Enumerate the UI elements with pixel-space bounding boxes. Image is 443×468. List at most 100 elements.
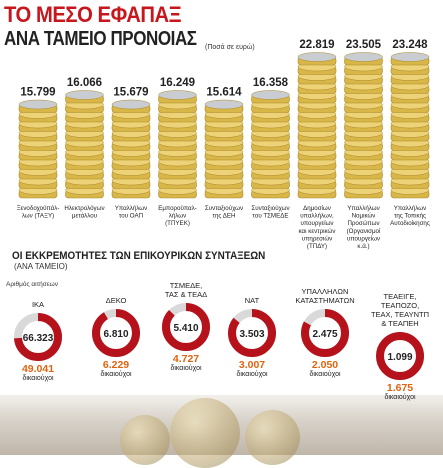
bar-category-label: Υπαλλήλων [347, 205, 379, 212]
coin-face [251, 90, 290, 100]
donut-category-label: ΝΑΤ [245, 296, 260, 305]
bar-category-label: (ΤΠΥΕΚ) [165, 220, 190, 227]
bar-category-label: Δημοσίων [303, 205, 331, 212]
bar-category-label: Υπαλλήλων [115, 205, 147, 212]
donut-arc [301, 309, 349, 357]
bar-category-label: Προσώπων [347, 220, 379, 227]
coin-face [111, 99, 151, 110]
bar-value-label: 15.799 [20, 87, 55, 99]
pending-value: 5.410 [173, 323, 198, 334]
bar-category-label: της Τοπικής [394, 213, 426, 220]
bar-category-label: Εμποροϋπαλ- [158, 205, 197, 212]
coin-face [344, 52, 383, 62]
coin-stack-bar [344, 52, 383, 199]
coin-stack-bar [390, 52, 430, 199]
beneficiary-value: 4.727 [173, 353, 199, 365]
bar-category-label: της ΔΕΗ [213, 213, 236, 220]
bar-category-label: υπηρεσιών [302, 235, 333, 242]
bar-category-label: του ΟΑΠ [119, 213, 143, 220]
coin-face [65, 90, 104, 100]
coin-stack-bar [111, 99, 151, 199]
beneficiary-value: 1.675 [387, 382, 413, 394]
coin-stack-bar [158, 90, 197, 199]
donut-arc [228, 309, 276, 357]
donut-category-label: ΚΑΤΑΣΤΗΜΑΤΩΝ [295, 296, 354, 305]
bar-category-label: λων (ΤΑΞΥ) [22, 213, 54, 220]
bar-category-label: Υπαλλήλων [394, 205, 426, 212]
pending-value: 2.475 [312, 329, 337, 340]
bar-category-label: υπαλλήλων, [300, 213, 334, 220]
coin-stacks: 15.799 Ξενοδοχοϋπάλ-λων (ΤΑΞΥ) 16.066 Ηλεκτ… [17, 39, 430, 250]
bar-category-label: Αυτοδιοίκησης [390, 220, 430, 227]
section-title: ΟΙ ΕΚΚΡΕΜΟΤΗΤΕΣ ΤΩΝ ΕΠΙΚΟΥΡΙΚΩΝ ΣΥΝΤΑΞΕΩ… [12, 250, 266, 262]
coin-face [204, 99, 244, 110]
bar-value-label: 22.819 [299, 39, 334, 51]
coin-stack-bar [297, 52, 337, 199]
beneficiary-unit: δικαιούχοι [170, 364, 202, 372]
unit-note: (Ποσά σε ευρώ) [205, 44, 255, 51]
donut-gauge: 1.099 ΤΕΑΕΙΓΕ,ΤΕΑΠΟΖΟ,ΤΕΑΧ, ΤΕΑΥΝΤΠ& ΤΕΑΠ… [371, 292, 429, 401]
bar-category-label: λήλων [169, 213, 186, 220]
bar-category-label: Νομικών [352, 213, 376, 220]
pending-value: 66.323 [23, 333, 54, 344]
donut-arc [14, 313, 62, 361]
coin-face [18, 99, 58, 110]
donut-category-label: ΤΕΑΠΟΖΟ, [381, 301, 419, 310]
donut-category-label: ΤΣΜΕΔΕ, [170, 281, 203, 290]
section-subtitle: (ΑΝΑ ΤΑΜΕΙΟ) [14, 262, 68, 271]
coin-stack-bar [65, 90, 104, 199]
bar-category-label: Ξενοδοχοϋπάλ- [17, 205, 60, 212]
bar-category-label: (ΤΠΔΥ) [307, 243, 327, 250]
coin-stack-bar [251, 90, 290, 199]
coin-face [390, 52, 430, 62]
beneficiary-unit: δικαιούχοι [309, 370, 341, 378]
beneficiary-value: 49.041 [22, 363, 54, 375]
beneficiary-unit: δικαιούχοι [384, 393, 416, 401]
coin-stack-bar [204, 99, 244, 199]
bar-value-label: 15.679 [113, 87, 148, 99]
pending-value: 6.810 [103, 329, 128, 340]
coin-stack-bar [18, 99, 58, 199]
bar-value-label: 23.505 [346, 39, 382, 51]
pending-value: 1.099 [387, 352, 412, 363]
donut-gauges: Αριθμός αιτήσεωνΣΥΝΟΛΟ66.323ΙΚΑ49.041δικ… [6, 280, 429, 401]
donut-category-label: & ΤΕΑΠΕΗ [381, 319, 418, 328]
donut-category-label: ΔΕΚΟ [106, 296, 127, 305]
bar-category-label: υπουργείων [300, 220, 333, 227]
bar-category-label: κ.ά.) [357, 243, 369, 250]
bar-value-label: 16.066 [67, 77, 102, 89]
coin-face [297, 52, 337, 62]
bar-category-label: (Οργανισμοί [347, 228, 381, 235]
bar-category-label: και κεντρικών [299, 228, 336, 235]
bar-category-label: μετάλλου [72, 213, 98, 220]
infographic-svg: 15.799 Ξενοδοχοϋπάλ-λων (ΤΑΞΥ) 16.066 Ηλεκτ… [6, 39, 430, 401]
bar-category-label: υπουργείων [347, 235, 380, 242]
donut-category-label: ΥΠΑΛΛΗΛΩΝ [302, 287, 349, 296]
donut-arc [162, 303, 210, 351]
donut-category-label: ΙΚΑ [32, 300, 44, 309]
donut-category-label: ΤΕΑΕΙΓΕ, [384, 292, 417, 301]
bar-category-label: Συνταξιούχων [251, 205, 289, 212]
donut-category-label: ΤΕΑΧ, ΤΕΑΥΝΤΠ [371, 310, 429, 319]
page-title: ΤΟ ΜΕΣΟ ΕΦΑΠΑΞ [4, 2, 182, 27]
bar-value-label: 16.249 [160, 77, 195, 89]
bar-category-label: του ΤΣΜΕΔΕ [253, 213, 289, 220]
bar-value-label: 23.248 [392, 39, 428, 51]
bar-value-label: 15.614 [206, 87, 242, 99]
page-subtitle: ΑΝΑ ΤΑΜΕΙΟ ΠΡΟΝΟΙΑΣ [4, 28, 197, 50]
beneficiary-value: 2.050 [312, 359, 338, 371]
donut-category-label: ΤΑΣ & ΤΕΑΔ [165, 290, 207, 299]
bar-category-label: Συνταξιούχων [205, 205, 243, 212]
donut-arc [92, 309, 140, 357]
bar-category-label: Ηλεκτρολόγων [64, 205, 104, 212]
beneficiary-unit: δικαιούχοι [22, 374, 54, 382]
donut-arc [376, 332, 424, 380]
coin-face [158, 90, 197, 100]
beneficiary-value: 3.007 [239, 359, 265, 371]
beneficiary-unit: δικαιούχοι [100, 370, 132, 378]
